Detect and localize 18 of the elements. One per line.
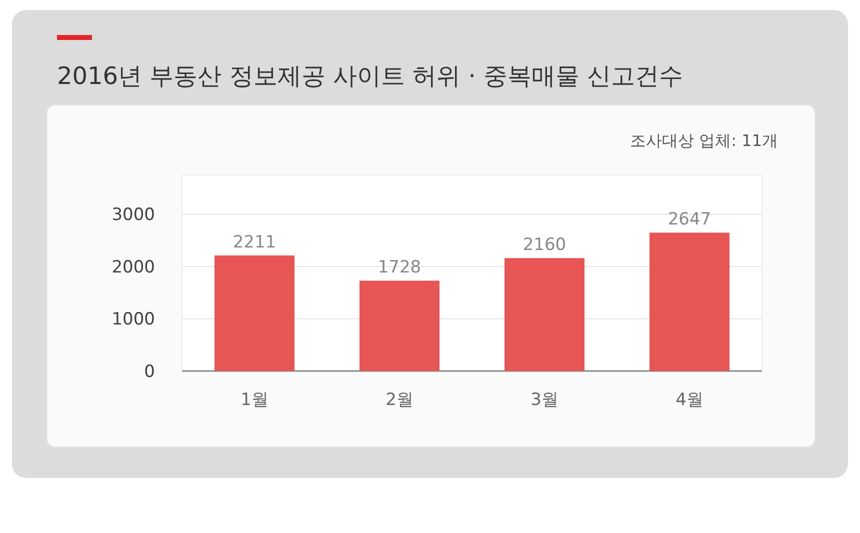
data-label: 2211 (232, 232, 276, 252)
bar (214, 255, 294, 371)
x-tick-label: 3월 (530, 390, 558, 410)
data-label: 2647 (668, 210, 712, 230)
y-tick-label: 0 (144, 362, 155, 382)
bar (360, 280, 440, 371)
x-tick-label: 1월 (240, 390, 268, 410)
bar (650, 232, 730, 371)
y-tick-label: 3000 (112, 205, 155, 226)
chart-subtitle: 조사대상 업체: 11개 (630, 131, 778, 150)
x-tick-label: 4월 (676, 390, 704, 410)
data-label: 1728 (378, 258, 422, 278)
y-tick-label: 1000 (112, 310, 155, 330)
chart-title: 2016년 부동산 정보제공 사이트 허위 · 중복매물 신고건수 (57, 62, 684, 90)
y-tick-label: 2000 (112, 257, 155, 278)
data-label: 2160 (522, 235, 566, 256)
x-tick-label: 2월 (386, 390, 414, 410)
bar (504, 258, 584, 371)
